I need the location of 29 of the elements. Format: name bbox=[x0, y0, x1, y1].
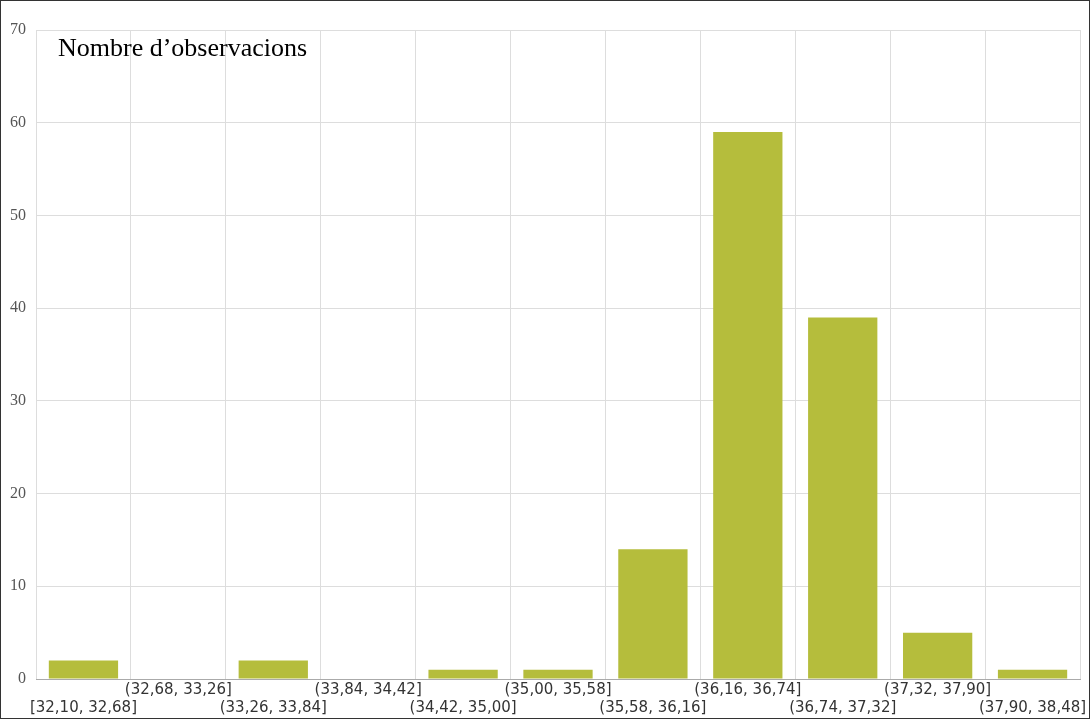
bar bbox=[808, 317, 878, 679]
chart-title: Nombre d’observacions bbox=[58, 32, 308, 62]
x-tick-label: (35,58, 36,16] bbox=[599, 697, 707, 716]
x-tick-label: (33,84, 34,42] bbox=[314, 679, 422, 698]
y-tick-label: 60 bbox=[10, 112, 26, 130]
bar bbox=[903, 632, 973, 679]
y-tick-label: 50 bbox=[10, 205, 26, 223]
y-tick-label: 70 bbox=[10, 20, 26, 38]
x-tick-label: (35,00, 35,58] bbox=[504, 679, 612, 698]
x-tick-label: (37,32, 37,90] bbox=[884, 679, 992, 698]
y-tick-label: 10 bbox=[10, 576, 26, 594]
y-tick-label: 30 bbox=[10, 391, 26, 409]
x-tick-label: (37,90, 38,48] bbox=[978, 697, 1087, 716]
bar bbox=[428, 669, 498, 679]
bar bbox=[523, 669, 593, 679]
bar bbox=[618, 549, 688, 679]
x-tick-label: (34,42, 35,00] bbox=[409, 697, 517, 716]
x-tick-label: (36,16, 36,74] bbox=[694, 679, 802, 698]
y-tick-label: 20 bbox=[10, 483, 26, 501]
y-tick-label: 40 bbox=[10, 298, 26, 316]
x-tick-label: (36,74, 37,32] bbox=[789, 697, 897, 716]
y-tick-label: 0 bbox=[18, 669, 26, 687]
bar bbox=[238, 660, 308, 679]
bar bbox=[48, 660, 119, 679]
bar bbox=[713, 131, 783, 679]
bar bbox=[997, 669, 1068, 679]
x-tick-label: (33,26, 33,84] bbox=[219, 697, 327, 716]
x-tick-label: (32,68, 33,26] bbox=[124, 679, 232, 698]
x-tick-label: [32,10, 32,68] bbox=[29, 697, 138, 716]
